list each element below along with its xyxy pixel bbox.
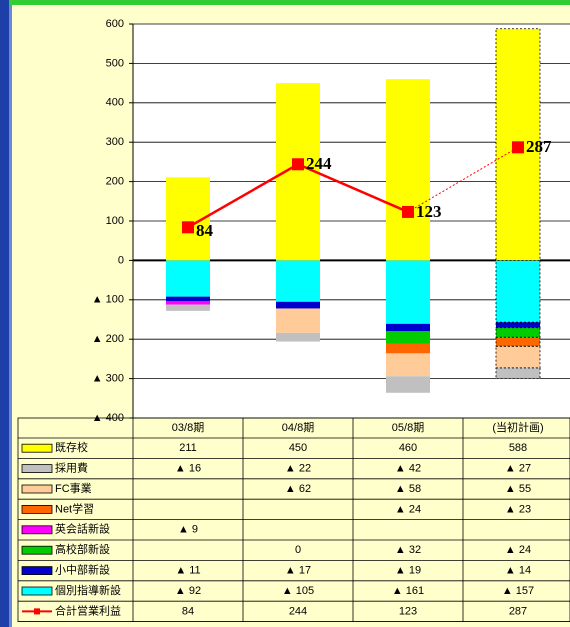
table-value: ▲ 157	[502, 585, 534, 597]
legend-label: 既存校	[55, 440, 88, 454]
data-label: 244	[306, 154, 332, 173]
x-tick-label: (当初計画)	[492, 420, 543, 434]
table-value: ▲ 11	[175, 565, 200, 577]
y-tick-label: 600	[106, 18, 124, 30]
table-value: ▲ 55	[505, 483, 531, 495]
line-marker	[402, 205, 414, 218]
data-label: 84	[196, 221, 214, 240]
data-label: 287	[526, 137, 552, 156]
table-value: 287	[509, 605, 527, 617]
line-segment	[187, 163, 299, 229]
table-value: 0	[295, 544, 301, 556]
top-band	[0, 0, 570, 5]
line-segment	[407, 146, 519, 213]
legend-swatch	[21, 464, 53, 474]
table-value: ▲ 19	[395, 565, 421, 577]
data-label: 123	[416, 202, 442, 221]
y-tick-label: ▲ 200	[92, 333, 124, 345]
legend-label: 小中部新設	[55, 563, 110, 577]
legend-label: 合計営業利益	[55, 603, 121, 617]
table-value: 244	[289, 605, 307, 617]
legend-label: 個別指導新設	[55, 583, 121, 597]
bar	[276, 332, 320, 342]
table-value: ▲ 27	[505, 463, 531, 475]
line-marker	[512, 141, 524, 154]
legend-label: 英会話新設	[55, 522, 110, 536]
table-value: 211	[179, 442, 197, 454]
legend-swatch	[21, 545, 53, 555]
table-value: ▲ 92	[175, 585, 201, 597]
table-value: ▲ 32	[395, 544, 421, 556]
bar	[276, 308, 320, 333]
table-value: 84	[182, 605, 194, 617]
legend-label: 高校部新設	[55, 542, 110, 556]
legend-swatch	[21, 504, 53, 514]
table-value: ▲ 22	[285, 463, 311, 475]
line-segment	[297, 163, 409, 214]
bar	[386, 79, 430, 261]
y-tick-label: ▲ 300	[92, 373, 124, 385]
bar	[386, 343, 430, 354]
bar	[495, 367, 541, 380]
bar	[386, 323, 430, 332]
table-value: 588	[509, 442, 527, 454]
left-frame-inner	[9, 5, 12, 627]
table-value: ▲ 42	[395, 463, 421, 475]
table-value: ▲ 14	[505, 565, 531, 577]
table-value: ▲ 58	[395, 483, 421, 495]
y-tick-label: 200	[106, 176, 124, 188]
bar	[276, 301, 320, 309]
table-value: ▲ 9	[178, 524, 198, 536]
table-value: 123	[399, 605, 417, 617]
bar	[166, 300, 210, 305]
legend-label: FC事業	[55, 482, 92, 495]
bar	[495, 336, 541, 347]
left-frame	[0, 0, 9, 627]
y-tick-label: ▲ 100	[92, 294, 124, 306]
legend-swatch	[21, 484, 53, 494]
legend-swatch	[21, 586, 53, 596]
table-value: ▲ 105	[282, 585, 314, 597]
x-tick-label: 03/8期	[172, 421, 204, 434]
y-tick-label: 400	[106, 97, 124, 109]
table-value: ▲ 17	[285, 565, 311, 577]
y-tick-label: 300	[106, 136, 124, 148]
x-tick-label: 05/8期	[392, 421, 424, 434]
table-value: ▲ 62	[285, 483, 311, 495]
y-tick-label: 500	[106, 57, 124, 69]
line-marker	[292, 158, 304, 171]
legend-swatch	[21, 443, 53, 453]
line-marker	[182, 221, 194, 234]
bar	[495, 321, 541, 329]
table-value: 460	[399, 442, 417, 454]
table-value: ▲ 24	[505, 544, 531, 556]
bar	[166, 260, 210, 297]
legend-swatch	[21, 566, 53, 575]
bar	[495, 327, 541, 338]
bar	[386, 353, 430, 377]
table-value: ▲ 23	[505, 503, 531, 515]
y-tick-label: 100	[106, 215, 124, 227]
legend-label: 採用費	[55, 461, 88, 475]
bar	[386, 331, 430, 344]
legend-marker	[34, 608, 40, 615]
bar	[495, 259, 541, 323]
table-value: 450	[289, 442, 307, 454]
x-tick-label: 04/8期	[282, 421, 314, 434]
bar	[386, 376, 430, 393]
table-value: ▲ 16	[175, 463, 201, 475]
legend-label: Net学習	[55, 501, 94, 515]
table-value: ▲ 161	[392, 585, 424, 597]
bar	[386, 260, 430, 324]
bar	[166, 296, 210, 301]
bar	[166, 304, 210, 311]
y-tick-label: 0	[118, 254, 124, 266]
bar	[495, 345, 541, 369]
legend-swatch	[21, 525, 53, 535]
table-value: ▲ 24	[395, 503, 421, 515]
bar	[276, 260, 320, 302]
